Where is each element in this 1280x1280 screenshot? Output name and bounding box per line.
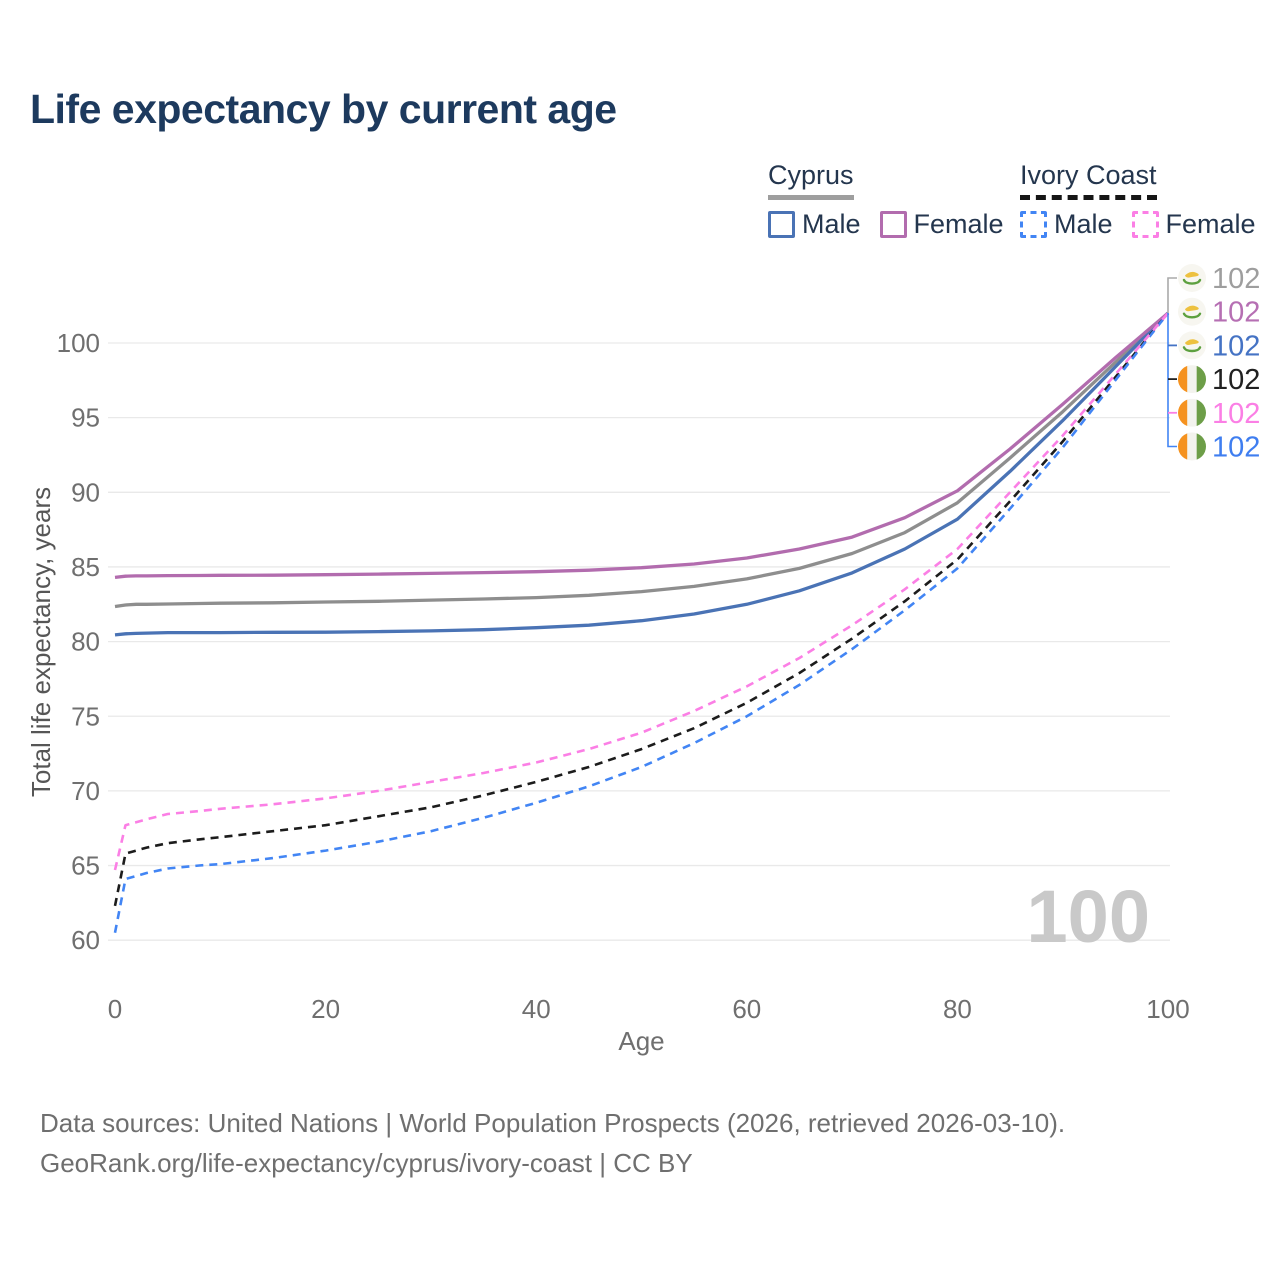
legend-label: Male	[1054, 209, 1113, 239]
x-tick-label: 20	[311, 994, 340, 1024]
legend-item-ivory-coast-female[interactable]: Female	[1131, 209, 1256, 240]
x-tick-label: 80	[943, 994, 972, 1024]
end-value-label-ivory-coast-male: 102	[1212, 432, 1260, 464]
end-value-label-ivory-coast-female: 102	[1212, 398, 1260, 430]
y-tick-label: 100	[57, 328, 100, 358]
ivory-coast-flag-icon	[1178, 365, 1206, 394]
x-tick-label: 100	[1146, 994, 1189, 1024]
ivory-coast-flag-icon	[1178, 432, 1206, 461]
x-tick-label: 60	[732, 994, 761, 1024]
cyprus-female-swatch	[879, 211, 907, 238]
y-tick-label: 90	[71, 477, 100, 507]
ivory-coast-female-swatch	[1131, 211, 1159, 238]
x-axis-title: Age	[618, 1026, 664, 1056]
y-tick-label: 85	[71, 552, 100, 582]
series-line-cyprus-total[interactable]	[114, 311, 1170, 609]
frame-watermark: 100	[1027, 875, 1150, 958]
legend-group-cyprus: Cyprus Male Female	[768, 160, 1004, 240]
legend-group-ivory-coast: Ivory Coast Male Female	[1020, 160, 1256, 240]
y-tick-label: 75	[71, 701, 100, 731]
series-line-cyprus-male[interactable]	[114, 311, 1170, 637]
y-tick-label: 60	[71, 925, 100, 955]
y-tick-label: 65	[71, 851, 100, 881]
y-axis-title: Total life expectancy, years	[26, 487, 56, 797]
end-value-label-cyprus-total: 102	[1212, 263, 1260, 295]
legend-label: Male	[802, 209, 861, 239]
y-tick-label: 95	[71, 403, 100, 433]
series-line-ivory-coast-total[interactable]	[113, 312, 1170, 907]
legend-item-cyprus-male[interactable]: Male	[768, 209, 861, 240]
ivory-coast-flag-icon	[1178, 398, 1206, 427]
legend-country-cyprus: Cyprus	[768, 160, 854, 200]
legend-label: Female	[1165, 209, 1256, 239]
legend-item-cyprus-female[interactable]: Female	[879, 209, 1004, 240]
page-title: Life expectancy by current age	[30, 86, 617, 132]
cyprus-flag-icon	[1178, 331, 1206, 360]
legend-country-ivory-coast: Ivory Coast	[1020, 160, 1157, 200]
cyprus-flag-icon	[1178, 297, 1206, 326]
end-value-label-cyprus-female: 102	[1212, 297, 1260, 329]
leader-line-ivory-coast	[1167, 313, 1177, 448]
series-line-ivory-coast-female[interactable]	[113, 312, 1169, 871]
attribution-text: GeoRank.org/life-expectancy/cyprus/ivory…	[40, 1148, 693, 1178]
y-tick-label: 70	[71, 776, 100, 806]
legend-item-ivory-coast-male[interactable]: Male	[1020, 209, 1113, 240]
ivory-coast-male-swatch	[1020, 211, 1047, 238]
data-sources-text: Data sources: United Nations | World Pop…	[40, 1108, 1066, 1138]
y-tick-label: 80	[71, 627, 100, 657]
series-line-ivory-coast-male[interactable]	[113, 312, 1170, 933]
cyprus-flag-icon	[1178, 264, 1206, 292]
cyprus-male-swatch	[768, 211, 795, 238]
leader-line-cyprus	[1167, 277, 1177, 313]
end-value-label-ivory-coast-total: 102	[1212, 364, 1260, 396]
x-tick-label: 0	[108, 994, 122, 1024]
series-line-cyprus-female[interactable]	[114, 311, 1170, 580]
legend-label: Female	[913, 209, 1004, 239]
end-value-label-cyprus-male: 102	[1212, 330, 1260, 362]
x-tick-label: 40	[522, 994, 551, 1024]
